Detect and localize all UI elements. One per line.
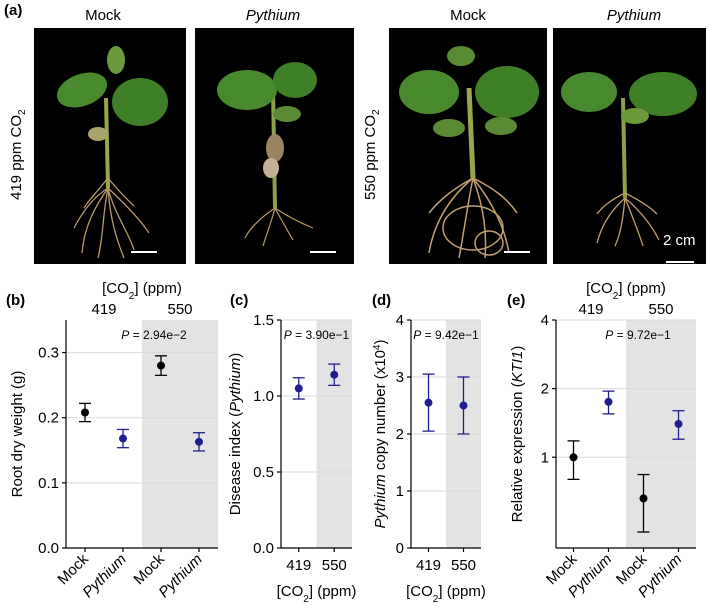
- shaded-region: [316, 320, 352, 548]
- y-tick-label: 3: [396, 369, 404, 386]
- data-point: [81, 408, 89, 417]
- y-tick-label: 0.0: [253, 540, 274, 557]
- panel-letter-c: (c): [230, 292, 248, 309]
- data-point: [195, 437, 203, 446]
- plant-photo-550-mock: [389, 28, 547, 264]
- chart-d: 0 1 2 3 4 419 550 [CO2] (ppm) Pythium copy numbe…: [372, 292, 486, 605]
- data-point: [674, 419, 683, 428]
- p-value-label: P = 2.94e−2: [121, 328, 187, 342]
- plant-illustration: [56, 46, 168, 259]
- plant-photo-419-pythium: [195, 28, 354, 264]
- y-tick-label: 1.5: [253, 312, 274, 329]
- column-label-pythium-2: Pythium: [606, 7, 662, 24]
- y-axis-label: Disease index (Pythium): [227, 353, 244, 516]
- y-tick-label: 0.0: [38, 540, 59, 557]
- y-tick-label: 0.3: [38, 345, 59, 362]
- y-axis-label: Pythium copy number (x104): [372, 340, 390, 529]
- p-value-label: P = 3.90e−1: [284, 328, 350, 342]
- x-tick-label: 419: [286, 557, 311, 574]
- shaded-region: [626, 320, 696, 548]
- y-tick-label: 4: [396, 312, 404, 329]
- p-value-label: P = 9.42e−1: [413, 328, 479, 342]
- data-point: [459, 401, 468, 410]
- y-tick-label: 4: [541, 312, 549, 329]
- y-tick-label: 0.5: [253, 464, 274, 481]
- data-point: [639, 494, 648, 503]
- panel-letter-b: (b): [6, 292, 25, 309]
- scale-bar-label: 2 cm: [663, 232, 696, 249]
- data-point: [424, 398, 433, 407]
- y-tick-label: 2: [396, 426, 404, 443]
- top-tick-label: 419: [91, 301, 116, 318]
- column-label-pythium-1: Pythium: [245, 7, 301, 24]
- x-tick-label: 550: [322, 557, 347, 574]
- y-axis-label: Relative expression (KTI1): [509, 346, 526, 523]
- x-tick-label: 550: [451, 557, 476, 574]
- top-tick-label: 419: [578, 301, 603, 318]
- data-point: [330, 370, 339, 379]
- column-label-mock-1: Mock: [85, 7, 121, 24]
- x-axis-label: [CO2] (ppm): [406, 583, 486, 605]
- y-axis-label: Root dry weight (g): [9, 371, 26, 498]
- data-point: [569, 453, 578, 462]
- panel-a-letter: (a): [4, 2, 23, 19]
- panel-letter-e: (e): [507, 292, 525, 309]
- p-value-label: P = 9.72e−1: [605, 328, 671, 342]
- plant-photo-419-mock: [34, 28, 186, 264]
- plant-illustration: [561, 72, 697, 263]
- y-tick-label: 1.0: [253, 388, 274, 405]
- data-point: [294, 384, 303, 393]
- y-tick-label: 1: [541, 449, 549, 466]
- y-tick-label: 0.1: [38, 475, 59, 492]
- y-tick-label: 0: [396, 540, 404, 557]
- panel-letter-d: (d): [372, 292, 391, 309]
- plant-illustration: [399, 46, 539, 259]
- top-tick-label: 550: [648, 301, 673, 318]
- plant-photo-550-pythium: 2 cm: [553, 28, 706, 264]
- y-tick-label: 0.2: [38, 410, 59, 427]
- shaded-region: [142, 320, 218, 548]
- chart-c: 0.0 0.5 1.0 1.5 419 550 [CO2] (ppm) Disease ind…: [227, 292, 356, 605]
- data-point: [157, 361, 165, 370]
- plant-illustration: [217, 62, 336, 253]
- x-tick-label: 419: [416, 557, 441, 574]
- data-point: [119, 434, 127, 443]
- y-tick-label: 2: [541, 381, 549, 398]
- data-point: [604, 397, 613, 406]
- top-tick-label: 550: [167, 301, 192, 318]
- top-axis-label: [CO2] (ppm): [586, 280, 666, 302]
- top-axis-label: [CO2] (ppm): [102, 280, 182, 302]
- x-axis-label: [CO2] (ppm): [277, 583, 357, 605]
- column-label-mock-2: Mock: [450, 7, 486, 24]
- y-tick-label: 1: [396, 483, 404, 500]
